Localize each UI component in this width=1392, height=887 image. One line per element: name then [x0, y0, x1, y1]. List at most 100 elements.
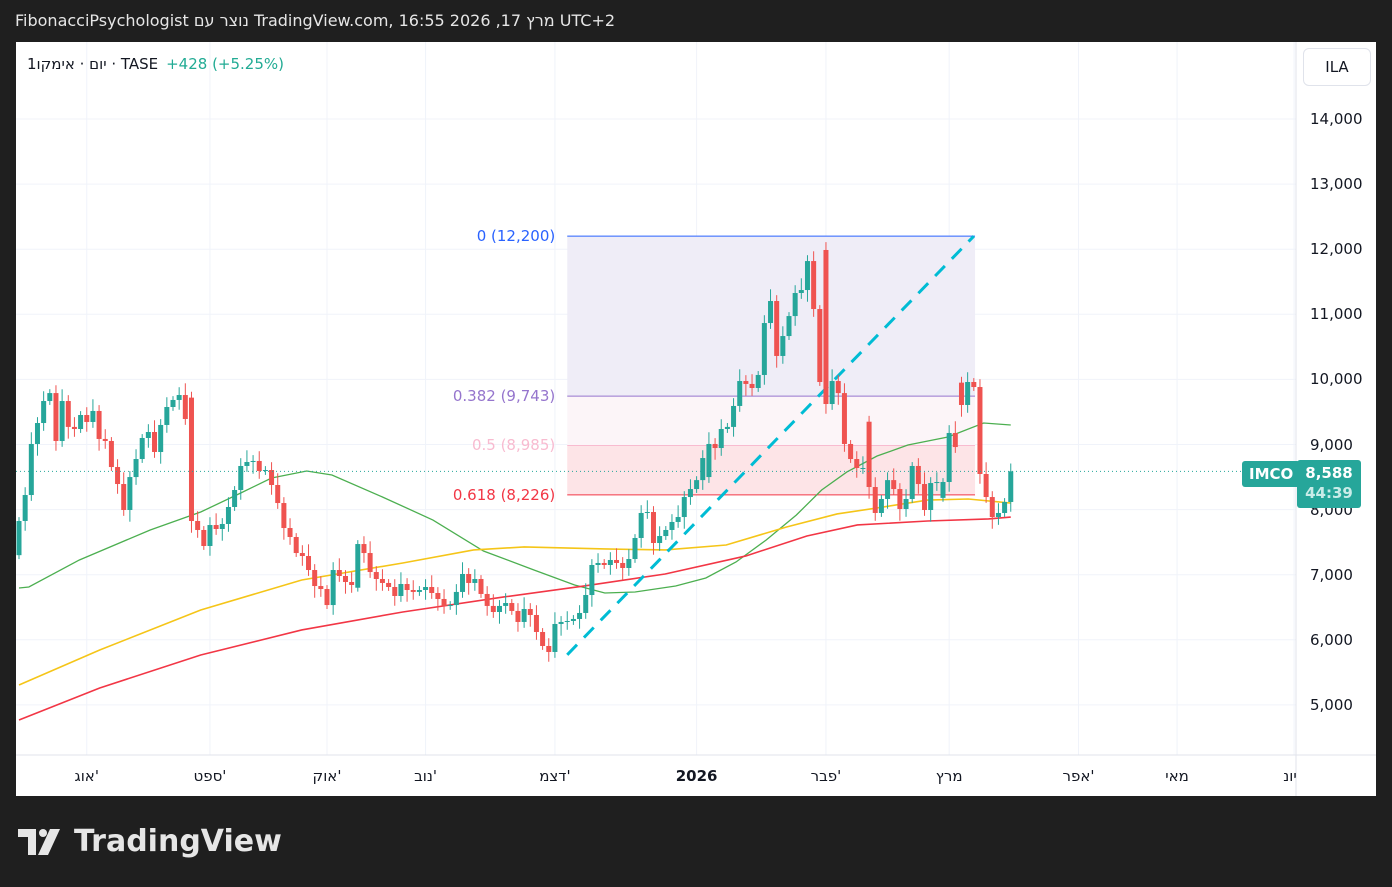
price-tick-label: 13,000 — [1310, 175, 1363, 194]
candle — [121, 472, 127, 516]
candle-body — [78, 415, 84, 430]
candle — [306, 544, 312, 576]
candle-body — [490, 605, 496, 613]
candle-body — [478, 578, 484, 594]
candle — [687, 479, 693, 505]
candle — [540, 628, 546, 650]
candle — [946, 425, 952, 492]
candle-body — [829, 381, 835, 405]
candle — [903, 489, 909, 517]
candle-body — [219, 523, 225, 529]
candle-body — [706, 443, 712, 478]
chart-panel[interactable]: 1יום · אימקו · TASE +428 (+5.25%) ILA 14,… — [16, 42, 1376, 796]
candle-body — [731, 405, 737, 427]
candle — [478, 575, 484, 598]
candle-body — [977, 387, 983, 474]
candle-body — [102, 438, 108, 441]
candle-body — [145, 432, 151, 438]
candle — [546, 638, 552, 662]
candle — [607, 552, 613, 575]
candle-body — [940, 481, 946, 498]
candle — [256, 451, 262, 479]
candle — [971, 378, 977, 391]
candle-body — [195, 520, 201, 530]
candle — [614, 548, 620, 569]
candle-body — [416, 589, 422, 592]
candle — [287, 518, 293, 545]
price-tick-label: 14,000 — [1310, 110, 1363, 128]
candle — [472, 569, 478, 591]
candle — [928, 477, 934, 522]
candle — [28, 432, 34, 501]
fib-level-label: 0 (12,200) — [476, 227, 556, 246]
candle — [860, 456, 866, 474]
candle-body — [96, 410, 102, 439]
candle — [59, 389, 65, 447]
candle-body — [804, 261, 810, 291]
price-chart[interactable] — [16, 42, 1376, 796]
candle-body — [521, 609, 527, 622]
candle — [712, 438, 718, 460]
candle-body — [188, 397, 194, 521]
candle-body — [663, 529, 669, 537]
candle — [854, 451, 860, 478]
candle-body — [786, 316, 792, 337]
candle-body — [306, 556, 312, 571]
candle-body — [16, 520, 22, 556]
candle-body — [441, 598, 447, 606]
candle-body — [466, 573, 472, 583]
candle — [34, 417, 40, 456]
candle-body — [823, 249, 829, 405]
candle-body — [638, 512, 644, 538]
candle — [841, 383, 847, 452]
candle-body — [312, 570, 318, 587]
candle-body — [275, 484, 281, 504]
candle-body — [158, 424, 164, 452]
moving-average-line — [18, 498, 1011, 686]
candle — [336, 558, 342, 582]
candle-body — [885, 480, 891, 499]
candle — [804, 255, 810, 302]
fib-level-label: 0.5 (8,985) — [471, 436, 556, 455]
candle — [318, 576, 324, 597]
candle — [811, 251, 817, 317]
candle — [361, 536, 367, 563]
fib-zone — [567, 445, 976, 495]
candle — [694, 476, 700, 493]
candle-body — [127, 477, 133, 510]
candle — [761, 315, 767, 385]
candle — [663, 526, 669, 540]
candle-body — [540, 631, 546, 646]
candle-body — [1008, 471, 1014, 502]
moving-average-line — [18, 516, 1011, 721]
candle-body — [281, 503, 287, 529]
candle-body — [626, 559, 632, 568]
candle-body — [922, 484, 928, 510]
logo-text: TradingView — [74, 824, 282, 859]
candle — [152, 420, 158, 458]
candle — [22, 487, 28, 531]
candle-body — [620, 562, 626, 568]
candle-body — [928, 483, 934, 510]
candle-body — [558, 621, 564, 624]
candle-body — [207, 525, 213, 546]
candle-body — [909, 465, 915, 499]
candle-body — [971, 382, 977, 388]
candle-body — [342, 576, 348, 582]
price-tick-label: 11,000 — [1310, 305, 1363, 324]
candle-body — [657, 536, 663, 543]
candle — [213, 513, 219, 535]
fib-zone — [567, 396, 976, 446]
candle-body — [583, 595, 589, 613]
candle-body — [392, 587, 398, 596]
currency-button[interactable]: ILA — [1303, 48, 1371, 86]
candle-body — [669, 521, 675, 530]
candle — [392, 579, 398, 606]
candle — [798, 278, 804, 299]
candle-body — [453, 591, 459, 606]
candle — [743, 375, 749, 396]
candle — [410, 580, 416, 600]
candle — [527, 603, 533, 627]
symbol-info[interactable]: 1יום · אימקו · TASE — [27, 55, 159, 73]
candle — [65, 395, 71, 439]
